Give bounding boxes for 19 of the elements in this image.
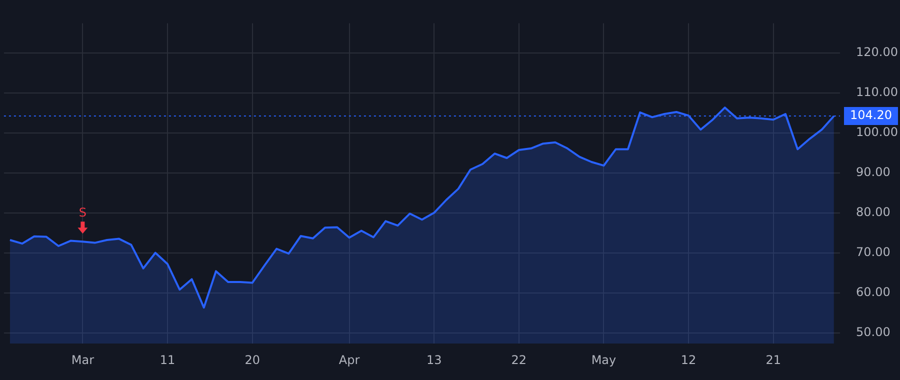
ref-line-label: 104.20: [850, 108, 892, 122]
y-tick-label: 60.00: [856, 284, 890, 299]
y-tick-label: 50.00: [856, 324, 890, 339]
y-tick-label: 70.00: [856, 244, 890, 259]
y-tick-label: 90.00: [856, 164, 890, 179]
x-tick-label: May: [591, 352, 616, 367]
y-tick-label: 80.00: [856, 204, 890, 219]
x-tick-label: 21: [766, 352, 781, 367]
y-tick-label: 120.00: [856, 44, 898, 59]
y-tick-label: 110.00: [856, 84, 898, 99]
x-tick-label: 11: [160, 352, 176, 367]
y-tick-label: 100.00: [856, 124, 898, 139]
annotation: S: [78, 206, 87, 220]
x-tick-label: Mar: [71, 352, 94, 367]
x-tick-label: 12: [680, 352, 696, 367]
x-tick-label: 13: [426, 352, 442, 367]
x-tick-label: Apr: [338, 352, 360, 367]
x-tick-label: 22: [511, 352, 527, 367]
x-tick-label: 20: [244, 352, 260, 367]
